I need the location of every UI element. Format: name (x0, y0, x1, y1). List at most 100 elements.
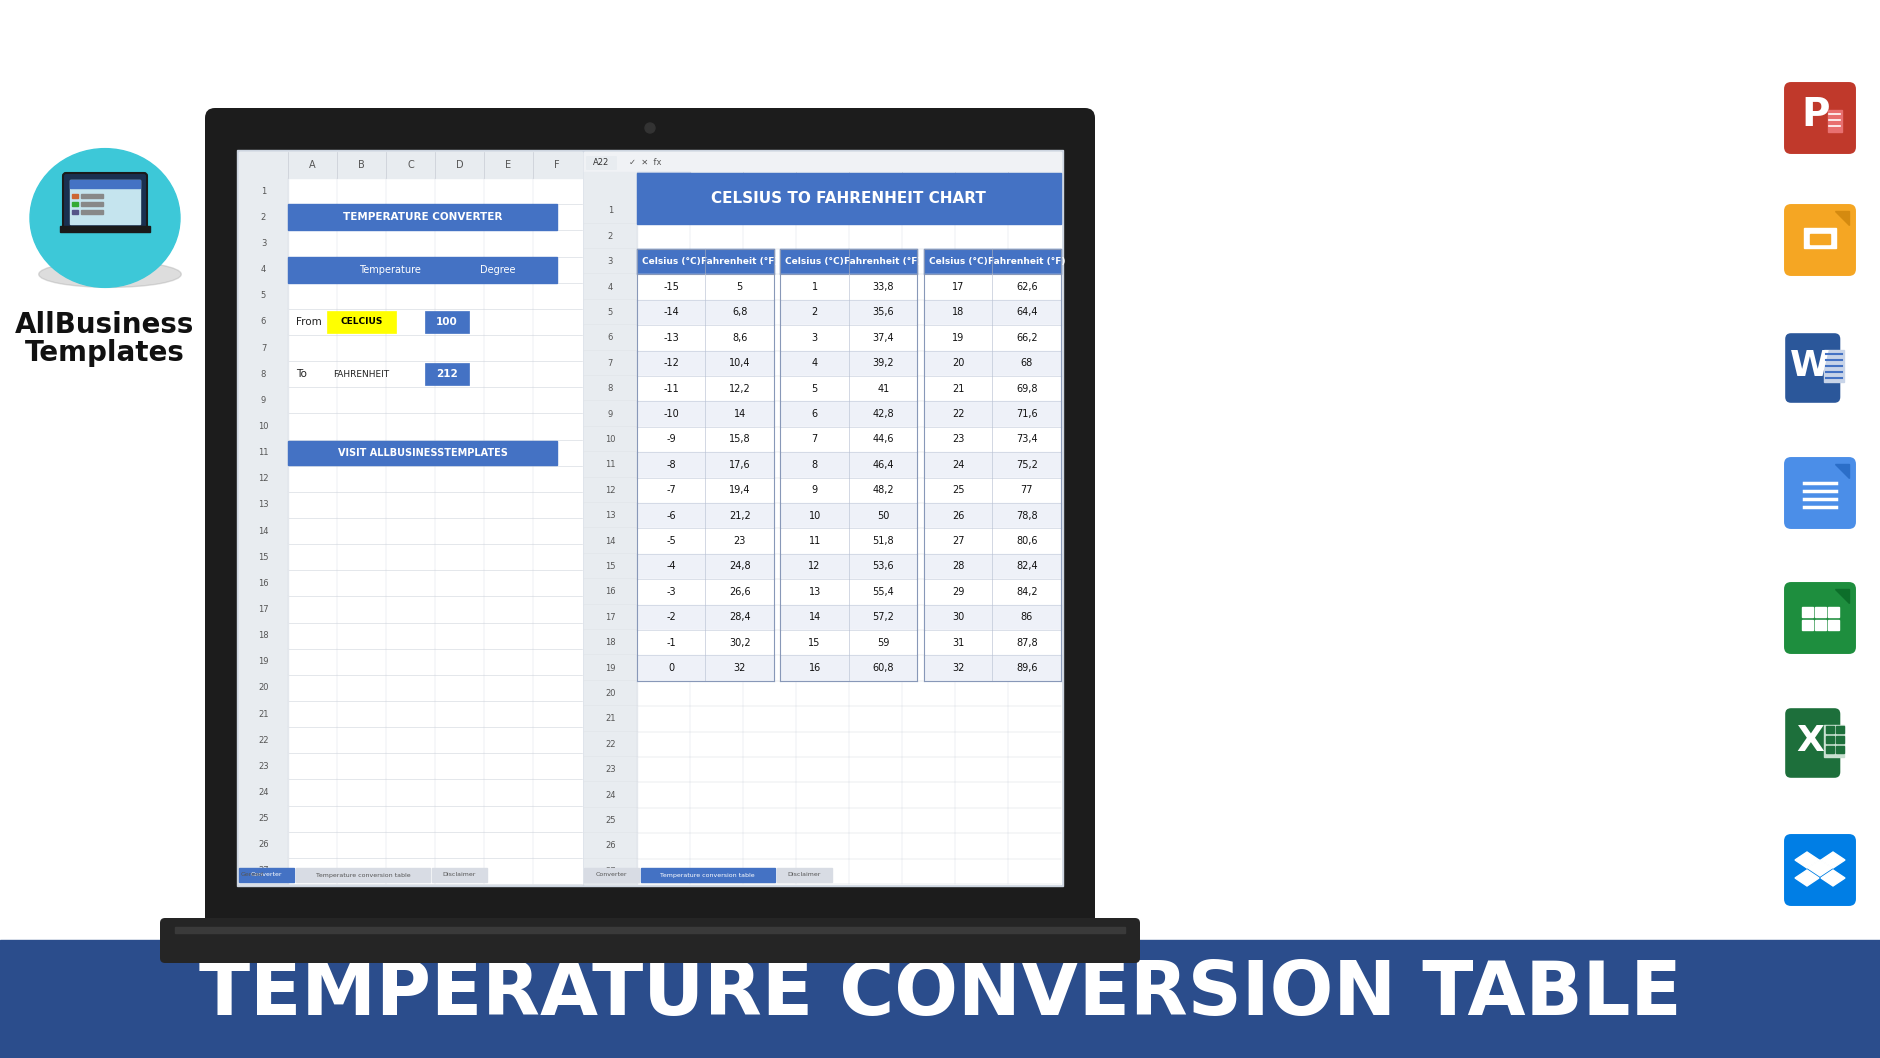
Text: Fahrenheit (°F): Fahrenheit (°F) (701, 257, 778, 267)
Bar (923, 376, 993, 401)
Text: 14: 14 (808, 613, 820, 622)
Text: 6,8: 6,8 (731, 308, 746, 317)
Bar (637, 249, 705, 274)
Text: 11: 11 (258, 449, 269, 457)
Bar (239, 257, 288, 282)
Bar (923, 274, 993, 299)
Text: 19: 19 (951, 333, 964, 343)
Bar (81, 209, 103, 214)
Bar (239, 701, 288, 727)
Bar (1835, 736, 1842, 743)
Bar (583, 868, 639, 882)
Bar (583, 756, 637, 783)
Bar (239, 309, 288, 335)
Text: 30: 30 (951, 613, 964, 622)
Bar (432, 868, 487, 882)
Bar (239, 414, 288, 439)
Bar (583, 401, 637, 426)
Bar (239, 649, 288, 675)
Text: 57,2: 57,2 (872, 613, 893, 622)
Bar (848, 477, 917, 503)
Bar (705, 630, 773, 655)
Text: 22: 22 (951, 409, 964, 419)
Bar (923, 528, 993, 553)
Bar (993, 604, 1060, 630)
Text: 5: 5 (810, 384, 818, 394)
Bar (239, 152, 581, 178)
Text: 27: 27 (951, 536, 964, 546)
Text: TEMPERATURE CONVERTER: TEMPERATURE CONVERTER (342, 213, 502, 222)
Bar (583, 604, 637, 630)
Text: 7: 7 (261, 344, 267, 352)
Bar (583, 680, 637, 706)
Text: 24: 24 (258, 788, 269, 797)
Bar (585, 156, 615, 169)
Polygon shape (1794, 852, 1818, 868)
Text: -3: -3 (666, 587, 675, 597)
Bar (637, 426, 705, 452)
Bar (848, 325, 917, 350)
Text: Celsius (°C): Celsius (°C) (784, 257, 844, 267)
Text: 75,2: 75,2 (1015, 460, 1038, 470)
Text: C: C (765, 180, 773, 190)
Text: 64,4: 64,4 (1015, 308, 1038, 317)
Bar (583, 553, 637, 579)
Text: 4: 4 (607, 282, 613, 292)
Text: 44,6: 44,6 (872, 435, 893, 444)
Bar (239, 832, 288, 858)
Text: 16: 16 (605, 587, 615, 597)
Text: Gereed: Gereed (241, 873, 263, 877)
Text: 20: 20 (605, 689, 615, 698)
Bar (923, 503, 993, 528)
Bar (637, 579, 705, 604)
Text: 3: 3 (261, 239, 267, 248)
Bar (923, 401, 993, 426)
Text: 26,6: 26,6 (728, 587, 750, 597)
Bar (1824, 350, 1842, 382)
Text: 31: 31 (951, 638, 964, 647)
Bar (295, 868, 431, 882)
Bar (705, 274, 773, 299)
Text: 22: 22 (605, 740, 615, 749)
Bar (637, 503, 705, 528)
Text: 42,8: 42,8 (872, 409, 893, 419)
Text: 25: 25 (951, 486, 964, 495)
Bar (780, 350, 848, 376)
Text: 13: 13 (605, 511, 615, 521)
Text: P: P (1801, 96, 1829, 134)
Text: 35,6: 35,6 (872, 308, 893, 317)
Text: F: F (925, 180, 931, 190)
Text: 29: 29 (951, 587, 964, 597)
Bar (583, 350, 637, 376)
Bar (425, 311, 468, 333)
Bar (239, 231, 288, 257)
Bar (239, 544, 288, 570)
Bar (780, 655, 848, 680)
Bar (637, 553, 705, 579)
Bar (239, 152, 581, 884)
Bar (70, 180, 139, 188)
Bar (583, 223, 637, 249)
Text: 13: 13 (258, 500, 269, 510)
Text: 9: 9 (607, 409, 613, 419)
Text: 62,6: 62,6 (1015, 282, 1038, 292)
Bar (1825, 736, 1833, 743)
Text: 8: 8 (261, 369, 267, 379)
Text: 0: 0 (667, 663, 673, 673)
Bar (705, 604, 773, 630)
Bar (705, 528, 773, 553)
Bar (637, 630, 705, 655)
Bar (1814, 620, 1825, 630)
Bar (0, 940, 1880, 1058)
Bar (780, 299, 848, 325)
Bar (1825, 746, 1833, 753)
Bar (705, 325, 773, 350)
Text: 3: 3 (607, 257, 613, 267)
Text: 15: 15 (258, 552, 269, 562)
Text: 24,8: 24,8 (728, 562, 750, 571)
Bar (583, 859, 637, 884)
Bar (923, 630, 993, 655)
Bar (637, 274, 705, 299)
Text: E: E (872, 180, 878, 190)
Text: 69,8: 69,8 (1015, 384, 1038, 394)
